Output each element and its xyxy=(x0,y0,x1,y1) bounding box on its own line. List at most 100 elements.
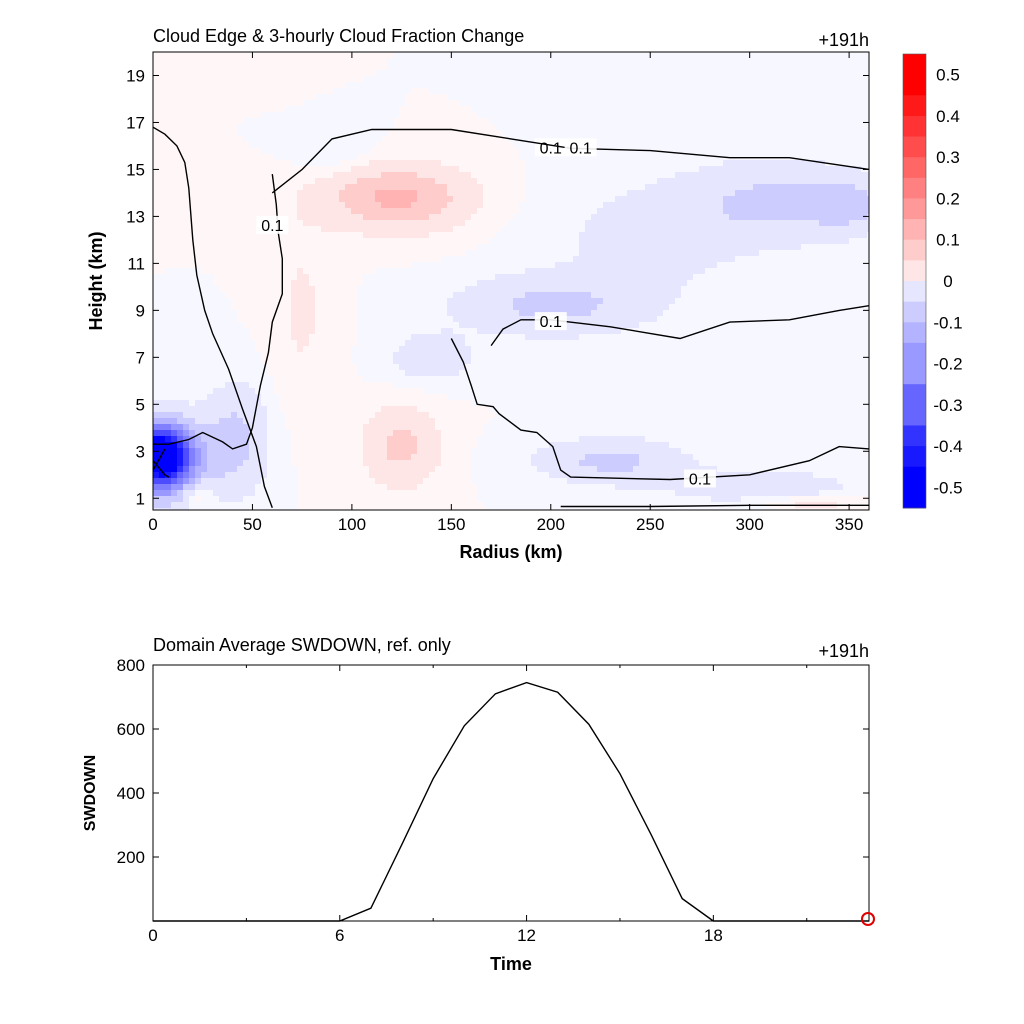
heatmap-cell xyxy=(621,286,628,293)
heatmap-cell xyxy=(165,130,172,137)
heatmap-cell xyxy=(189,76,196,83)
heatmap-cell xyxy=(309,112,316,119)
heatmap-cell xyxy=(255,268,262,275)
heatmap-cell xyxy=(675,292,682,299)
heatmap-cell xyxy=(231,166,238,173)
heatmap-cell xyxy=(297,70,304,77)
heatmap-cell xyxy=(237,226,244,233)
heatmap-cell xyxy=(363,70,370,77)
heatmap-cell xyxy=(345,274,352,281)
heatmap-cell xyxy=(381,178,388,185)
heatmap-cell xyxy=(861,232,868,239)
heatmap-cell xyxy=(165,100,172,107)
heatmap-cell xyxy=(345,196,352,203)
heatmap-cell xyxy=(489,118,496,125)
heatmap-cell xyxy=(375,82,382,89)
heatmap-cell xyxy=(267,82,274,89)
heatmap-cell xyxy=(177,58,184,65)
heatmap-cell xyxy=(333,52,340,59)
heatmap-cell xyxy=(429,172,436,179)
heatmap-cell xyxy=(747,244,754,251)
heatmap-cell xyxy=(183,178,190,185)
heatmap-cell xyxy=(717,268,724,275)
heatmap-cell xyxy=(759,274,766,281)
heatmap-cell xyxy=(609,148,616,155)
heatmap-cell xyxy=(195,52,202,59)
heatmap-cell xyxy=(153,280,160,287)
heatmap-cell xyxy=(567,256,574,263)
heatmap-cell xyxy=(831,88,838,95)
heatmap-cell xyxy=(225,286,232,293)
heatmap-cell xyxy=(219,154,226,161)
heatmap-cell xyxy=(573,64,580,71)
heatmap-cell xyxy=(759,184,766,191)
heatmap-cell xyxy=(333,166,340,173)
heatmap-cell xyxy=(159,286,166,293)
heatmap-cell xyxy=(327,184,334,191)
heatmap-cell xyxy=(153,226,160,233)
heatmap-cell xyxy=(267,76,274,83)
heatmap-cell xyxy=(375,244,382,251)
heatmap-cell xyxy=(231,298,238,305)
heatmap-cell xyxy=(531,184,538,191)
heatmap-cell xyxy=(525,178,532,185)
heatmap-cell xyxy=(795,70,802,77)
heatmap-cell xyxy=(333,256,340,263)
heatmap-cell xyxy=(663,136,670,143)
heatmap-cell xyxy=(609,130,616,137)
heatmap-cell xyxy=(459,280,466,287)
heatmap-cell xyxy=(687,88,694,95)
heatmap-cell xyxy=(201,274,208,281)
heatmap-cell xyxy=(225,172,232,179)
heatmap-cell xyxy=(699,130,706,137)
heatmap-cell xyxy=(531,226,538,233)
heatmap-cell xyxy=(183,286,190,293)
heatmap-cell xyxy=(729,106,736,113)
heatmap-cell xyxy=(795,250,802,257)
heatmap-cell xyxy=(825,148,832,155)
heatmap-cell xyxy=(549,112,556,119)
heatmap-cell xyxy=(747,190,754,197)
heatmap-cell xyxy=(207,166,214,173)
heatmap-cell xyxy=(345,256,352,263)
heatmap-cell xyxy=(351,292,358,299)
heatmap-cell xyxy=(159,76,166,83)
heatmap-cell xyxy=(735,112,742,119)
heatmap-cell xyxy=(477,94,484,101)
heatmap-cell xyxy=(729,166,736,173)
heatmap-cell xyxy=(579,262,586,269)
heatmap-cell xyxy=(363,160,370,167)
heatmap-cell xyxy=(381,70,388,77)
heatmap-cell xyxy=(801,214,808,221)
heatmap-cell xyxy=(285,136,292,143)
heatmap-cell xyxy=(597,100,604,107)
heatmap-cell xyxy=(219,250,226,257)
heatmap-cell xyxy=(423,178,430,185)
heatmap-cell xyxy=(201,244,208,251)
heatmap-cell xyxy=(543,118,550,125)
heatmap-cell xyxy=(201,106,208,113)
heatmap-cell xyxy=(195,172,202,179)
heatmap-cell xyxy=(771,214,778,221)
heatmap-cell xyxy=(795,178,802,185)
heatmap-cell xyxy=(825,172,832,179)
heatmap-cell xyxy=(561,232,568,239)
heatmap-cell xyxy=(693,82,700,89)
heatmap-cell xyxy=(375,196,382,203)
heatmap-cell xyxy=(801,172,808,179)
heatmap-cell xyxy=(753,166,760,173)
heatmap-cell xyxy=(759,58,766,65)
heatmap-cell xyxy=(699,124,706,131)
heatmap-cell xyxy=(393,262,400,269)
heatmap-cell xyxy=(273,274,280,281)
heatmap-cell xyxy=(663,220,670,227)
heatmap-cell xyxy=(849,58,856,65)
heatmap-cell xyxy=(645,82,652,89)
heatmap-cell xyxy=(621,226,628,233)
heatmap-cell xyxy=(567,262,574,269)
heatmap-cell xyxy=(483,70,490,77)
heatmap-cell xyxy=(549,256,556,263)
heatmap-cell xyxy=(585,244,592,251)
heatmap-cell xyxy=(333,142,340,149)
heatmap-cell xyxy=(651,136,658,143)
